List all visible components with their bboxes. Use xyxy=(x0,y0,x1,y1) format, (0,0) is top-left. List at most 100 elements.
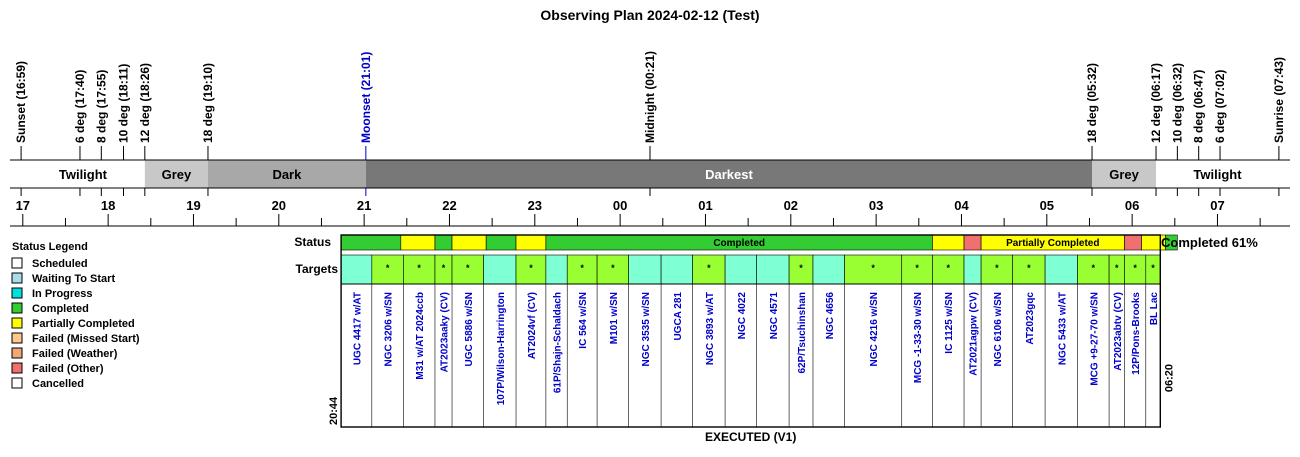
period-segment xyxy=(144,160,208,188)
executed-frame xyxy=(340,234,1161,428)
target-mark: * xyxy=(946,263,950,273)
period-segment xyxy=(1156,160,1279,188)
period-label: Dark xyxy=(272,167,302,182)
target-mark: * xyxy=(466,263,470,273)
hour-tick-label: 18 xyxy=(101,198,115,213)
schedule-rows: Status Targets Completed Partially Complete… xyxy=(294,234,1258,427)
target-block xyxy=(901,254,933,285)
target-name: AT2023aaky (CV) xyxy=(439,292,450,372)
status-segment xyxy=(485,234,517,251)
status-legend: Status Legend Scheduled Waiting To Start In… xyxy=(11,241,140,390)
target-name: UGC 4417 w/AT xyxy=(352,292,363,365)
status-segment-label: Completed xyxy=(713,238,765,249)
target-block xyxy=(1077,254,1110,285)
executed-window: 20:44 06:20 EXECUTED (V1) xyxy=(328,234,1175,444)
legend-swatch xyxy=(11,362,23,374)
target-name: NGC 5433 w/AT xyxy=(1057,292,1068,365)
status-segment xyxy=(515,234,547,251)
target-block xyxy=(340,254,373,285)
target-mark: * xyxy=(707,263,711,273)
target-name: NGC 6106 w/SN xyxy=(993,292,1004,366)
target-mark: * xyxy=(1027,263,1031,273)
target-name: NGC 3535 w/SN xyxy=(641,292,652,366)
legend-swatch xyxy=(11,377,23,389)
target-name: NGC 4656 xyxy=(825,292,836,340)
target-name: 61P/Shajn-Schaldach xyxy=(553,292,564,393)
period-segment xyxy=(207,160,366,188)
target-name: NGC 4022 xyxy=(737,292,748,340)
event-label: 12 deg (06:17) xyxy=(1149,63,1163,143)
target-mark: * xyxy=(580,263,584,273)
hour-tick-label: 22 xyxy=(442,198,456,213)
legend-swatch xyxy=(11,332,23,344)
target-block xyxy=(596,254,629,285)
hour-tick-label: 05 xyxy=(1040,198,1054,213)
status-segment xyxy=(963,234,982,251)
target-block xyxy=(963,254,982,285)
period-segment xyxy=(365,160,1093,188)
target-mark: * xyxy=(1133,263,1137,273)
target-name: NGC 4216 w/SN xyxy=(869,292,880,366)
period-segment xyxy=(21,160,145,188)
event-markers: Sunset (16:59) 6 deg (17:40) 8 deg (17:55)… xyxy=(14,51,1286,196)
hour-tick-label: 17 xyxy=(16,198,30,213)
target-name: AT2024vf (CV) xyxy=(527,292,538,359)
target-mark: * xyxy=(995,263,999,273)
target-name: BL Lac xyxy=(1149,292,1160,326)
legend-label: Partially Completed xyxy=(32,318,135,330)
event-label: Moonset (21:01) xyxy=(359,52,373,143)
hour-tick-label: 00 xyxy=(613,198,627,213)
legend-label: Scheduled xyxy=(32,258,88,270)
hour-tick-label: 02 xyxy=(784,198,798,213)
target-mark: * xyxy=(442,263,446,273)
event-label: 6 deg (17:40) xyxy=(73,70,87,143)
night-periods-bar: Twilight Grey Dark Darkest Grey Twilight xyxy=(10,159,1290,189)
target-block xyxy=(812,254,845,285)
legend-swatch xyxy=(11,302,23,314)
target-name: AT2023abtv (CV) xyxy=(1113,292,1124,371)
target-mark: * xyxy=(1115,263,1119,273)
hour-tick-label: 19 xyxy=(186,198,200,213)
target-name: UGC 5886 w/SN xyxy=(464,292,475,366)
target-mark: * xyxy=(799,263,803,273)
period-label: Twilight xyxy=(1193,167,1242,182)
legend-label: Waiting To Start xyxy=(32,273,115,285)
target-block xyxy=(756,254,790,285)
legend-label: In Progress xyxy=(32,288,93,300)
target-name: 107P/Wilson-Harrington xyxy=(496,292,507,405)
event-label: Midnight (00:21) xyxy=(643,51,657,143)
target-mark: * xyxy=(871,263,875,273)
hour-tick-label: 23 xyxy=(528,198,542,213)
status-segment-label: Partially Completed xyxy=(1006,238,1099,249)
hour-tick-label: 04 xyxy=(954,198,969,213)
target-block xyxy=(844,254,903,285)
target-block xyxy=(660,254,693,285)
target-block xyxy=(628,254,662,285)
target-name: M31 w/AT 2024ccb xyxy=(415,292,426,380)
target-block xyxy=(1044,254,1078,285)
target-mark: * xyxy=(529,263,533,273)
event-label: 6 deg (07:02) xyxy=(1213,70,1227,143)
legend-title: Status Legend xyxy=(12,241,88,253)
legend-swatch xyxy=(11,347,23,359)
event-label: 12 deg (18:26) xyxy=(138,63,152,143)
target-block xyxy=(932,254,965,285)
status-segment xyxy=(434,234,453,251)
target-block xyxy=(483,254,517,285)
hour-tick-label: 06 xyxy=(1125,198,1139,213)
window-caption: EXECUTED (V1) xyxy=(705,430,796,444)
event-label: 8 deg (17:55) xyxy=(94,70,108,143)
event-label: Sunset (16:59) xyxy=(14,61,28,143)
target-mark: * xyxy=(386,263,390,273)
period-label: Darkest xyxy=(705,167,753,182)
legend-swatch xyxy=(11,272,23,284)
hour-tick-label: 03 xyxy=(869,198,883,213)
status-segment xyxy=(1165,234,1178,251)
period-label: Grey xyxy=(162,167,192,182)
target-mark: * xyxy=(1151,263,1155,273)
target-name: 12P/Pons-Brooks xyxy=(1131,292,1142,375)
target-name: M101 w/SN xyxy=(609,292,620,344)
target-name: IC 564 w/SN xyxy=(578,292,589,349)
target-name: NGC 4571 xyxy=(769,292,780,340)
